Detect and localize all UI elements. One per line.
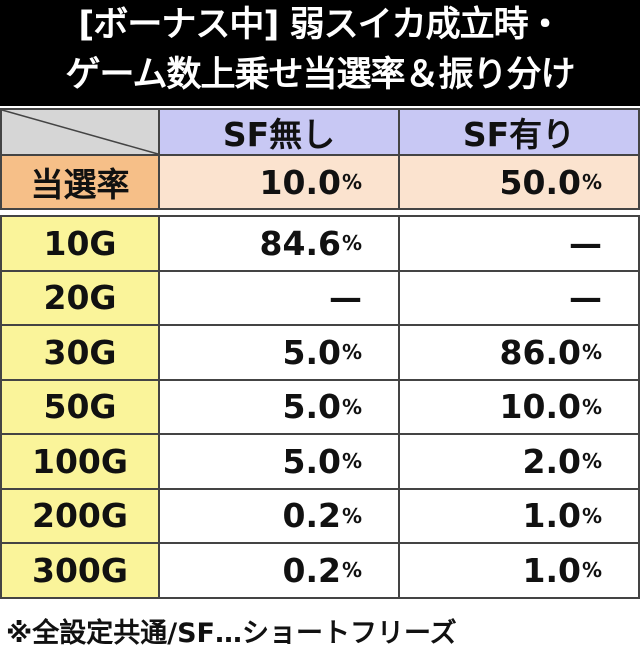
rate-cell: 10.0% <box>158 154 400 210</box>
row-label: 10G <box>0 215 160 272</box>
value-cell: 0.2% <box>158 542 400 599</box>
row-label: 200G <box>0 487 160 544</box>
value-cell: 5.0% <box>158 378 400 435</box>
percent-sign: % <box>341 231 362 256</box>
percent-sign: % <box>581 170 602 194</box>
percent-sign: % <box>341 449 362 474</box>
value-cell: 1.0% <box>398 542 640 599</box>
percent-sign: % <box>581 558 602 583</box>
value-cell: 0.2% <box>158 487 400 544</box>
column-header: SF有り <box>398 108 640 156</box>
percent-sign: % <box>581 449 602 474</box>
title-line: ゲーム数上乗せ当選率＆振り分け <box>65 55 576 95</box>
title-banner: [ボーナス中] 弱スイカ成立時・ ゲーム数上乗せ当選率＆振り分け <box>0 0 640 106</box>
value-cell: 5.0% <box>158 324 400 381</box>
row-label: 30G <box>0 324 160 381</box>
value-cell: — <box>398 215 640 272</box>
percent-sign: % <box>581 340 602 365</box>
row-label: 20G <box>0 269 160 326</box>
value-cell: 1.0% <box>398 487 640 544</box>
percent-sign: % <box>341 503 362 528</box>
value-cell: — <box>158 269 400 326</box>
percent-sign: % <box>341 170 362 194</box>
value-cell: 84.6% <box>158 215 400 272</box>
row-label: 100G <box>0 433 160 490</box>
value-cell: 5.0% <box>158 433 400 490</box>
percent-sign: % <box>341 340 362 365</box>
percent-sign: % <box>581 503 602 528</box>
percent-sign: % <box>341 394 362 419</box>
column-header: SF無し <box>158 108 400 156</box>
row-label: 50G <box>0 378 160 435</box>
corner-cell <box>0 108 160 156</box>
row-label: 300G <box>0 542 160 599</box>
row-label: 当選率 <box>0 154 160 210</box>
value-cell: — <box>398 269 640 326</box>
percent-sign: % <box>341 558 362 583</box>
value-cell: 10.0% <box>398 378 640 435</box>
value-cell: 86.0% <box>398 324 640 381</box>
value-cell: 2.0% <box>398 433 640 490</box>
rate-cell: 50.0% <box>398 154 640 210</box>
footnote: ※全設定共通/SF…ショートフリーズ <box>6 618 457 649</box>
percent-sign: % <box>581 394 602 419</box>
title-line: [ボーナス中] 弱スイカ成立時・ <box>78 5 562 45</box>
